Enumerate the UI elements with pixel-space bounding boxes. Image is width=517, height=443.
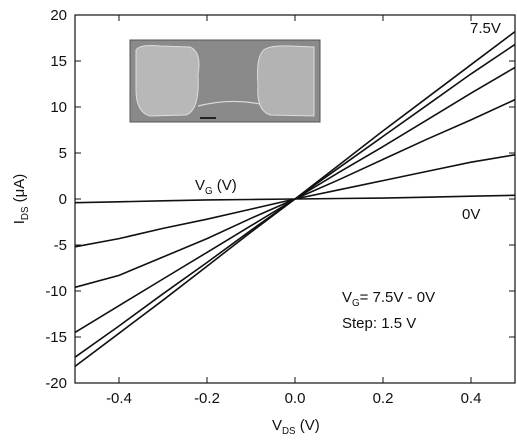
inset-electrode [135, 45, 200, 117]
vg-range-rest: = 7.5V - 0V [360, 289, 435, 306]
y-tick-label: 5 [59, 145, 67, 162]
y-tick-label: 20 [50, 7, 67, 24]
x-axis-label-rest: (V) [296, 417, 320, 434]
y-tick-label: -10 [45, 283, 67, 300]
iv-curve [74, 194, 516, 204]
x-tick-label: 0.0 [285, 390, 306, 407]
annotation: 7.5V [470, 20, 501, 37]
vg-range-main: V [342, 289, 352, 306]
x-axis-label: VDS (V) [272, 417, 320, 437]
annotation: Step: 1.5 V [342, 315, 416, 332]
inset-wire [197, 100, 261, 107]
inset-electrode [257, 45, 315, 117]
vg-label-rest: (V) [213, 177, 237, 194]
inset-micrograph [129, 39, 321, 123]
x-tick-label: -0.2 [194, 390, 220, 407]
y-axis-label-rest: (μA) [11, 174, 28, 207]
iv-curve [74, 98, 516, 289]
y-axis-label-sub: DS [20, 206, 31, 220]
x-tick-label: -0.4 [106, 390, 132, 407]
y-tick-label: -20 [45, 375, 67, 392]
vg-range-sub: G [352, 298, 360, 309]
y-axis-label: IDS (μA) [11, 174, 31, 225]
y-axis-label-main: I [11, 220, 28, 224]
y-tick-label: -5 [54, 237, 67, 254]
y-tick-label: 0 [59, 191, 67, 208]
y-tick-label: 10 [50, 99, 67, 116]
y-tick-label: 15 [50, 53, 67, 70]
y-tick-label: -15 [45, 329, 67, 346]
x-tick-label: 0.2 [373, 390, 394, 407]
vg-label: VG (V) [195, 177, 237, 197]
x-axis-label-main: V [272, 417, 282, 434]
x-tick-label: 0.4 [461, 390, 482, 407]
annotation: 0V [462, 206, 480, 223]
vg-label-main: V [195, 177, 205, 194]
x-axis-label-sub: DS [282, 426, 296, 437]
vg-range: VG= 7.5V - 0V [342, 289, 435, 309]
vg-label-sub: G [205, 186, 213, 197]
